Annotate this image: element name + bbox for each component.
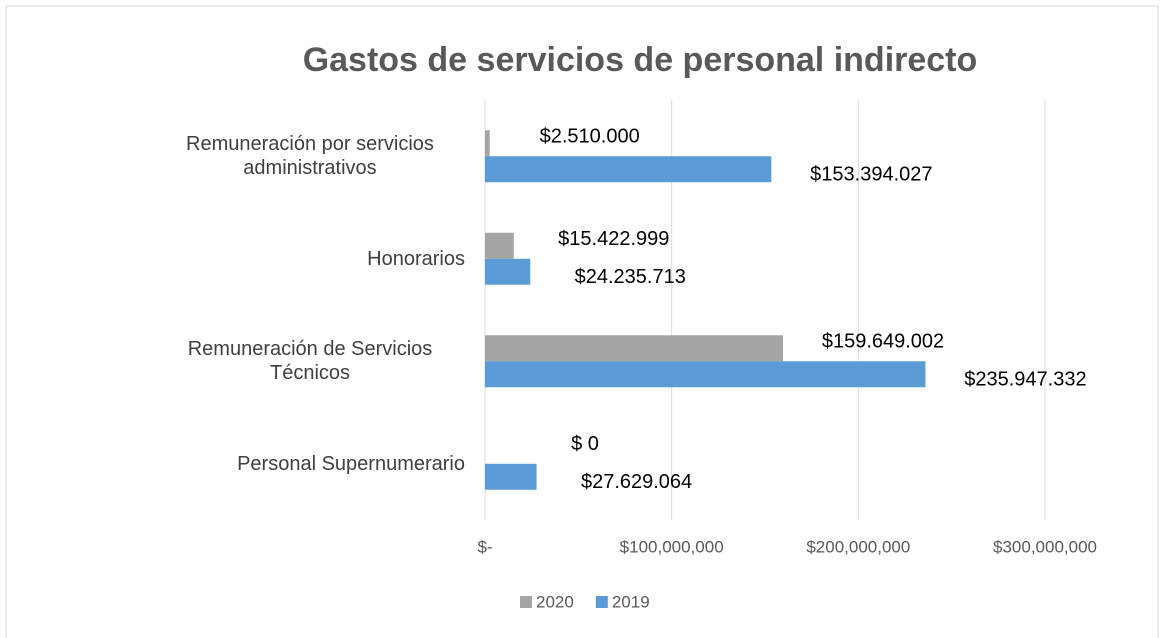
category-label-box: Honorarios (25, 229, 465, 289)
y-tick-label: Personal Supernumerario (237, 452, 465, 475)
category-label-box: Personal Supernumerario (25, 434, 465, 494)
x-tick-label: $300,000,000 (993, 537, 1097, 556)
legend-swatch (520, 596, 532, 608)
legend-swatch (595, 596, 608, 608)
bar (485, 258, 531, 285)
bar (485, 232, 514, 259)
bar (485, 463, 537, 490)
data-label: $159.649.002 (822, 331, 944, 353)
data-label: $27.629.064 (581, 471, 692, 493)
data-label: $24.235.713 (575, 266, 686, 288)
bar (485, 156, 772, 183)
legend-label: 2019 (612, 592, 650, 611)
x-tick-label: $200,000,000 (806, 537, 910, 556)
category-label-box: Remuneración de Servicios Técnicos (25, 331, 465, 391)
y-tick-label: Remuneración de Servicios Técnicos (187, 338, 433, 385)
x-tick-label: $- (477, 537, 492, 556)
legend-label: 2020 (536, 592, 574, 611)
data-label: $15.422.999 (558, 228, 669, 250)
bar (485, 361, 926, 388)
data-label: $2.510.000 (540, 126, 640, 148)
y-tick-label: Remuneración por servicios administrativ… (186, 133, 434, 180)
data-label: $153.394.027 (810, 164, 932, 186)
chart-border (5, 5, 1159, 638)
y-tick-label: Honorarios (367, 247, 465, 270)
bar (485, 335, 784, 362)
data-label: $ 0 (571, 433, 599, 455)
data-label: $235.947.332 (964, 369, 1086, 391)
category-label-box: Remuneración por servicios administrativ… (25, 126, 465, 186)
chart-title: Gastos de servicios de personal indirect… (303, 41, 978, 79)
bar (485, 130, 490, 157)
x-tick-label: $100,000,000 (620, 537, 724, 556)
